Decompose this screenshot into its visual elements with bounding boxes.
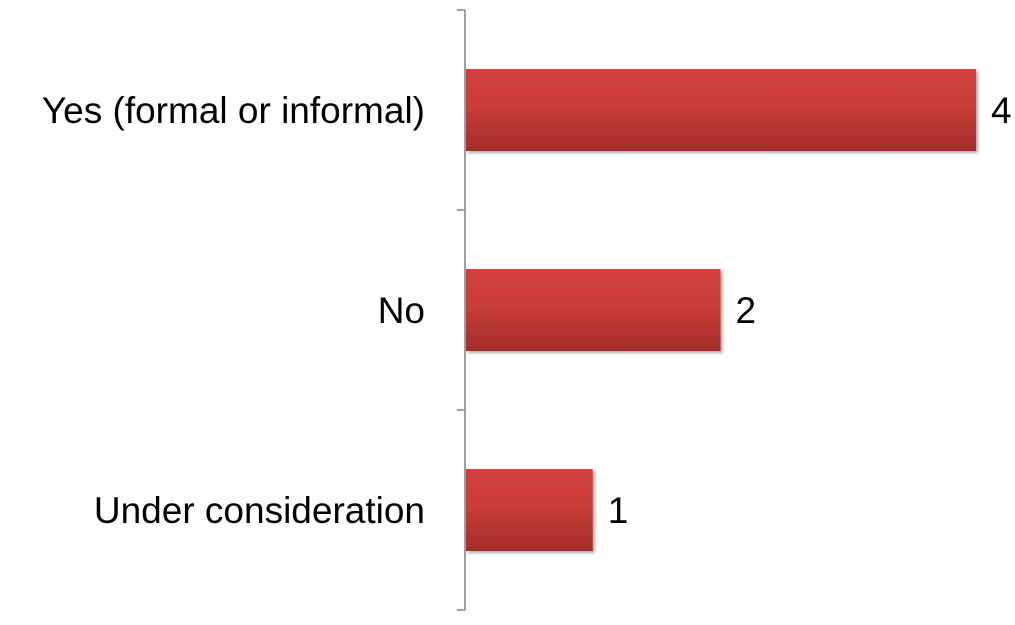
data-label: 2 — [736, 290, 757, 331]
category-label: Yes (formal or informal) — [42, 90, 425, 131]
labels: Yes (formal or informal) 4 No 2 Under consid… — [42, 90, 1012, 531]
bar — [466, 469, 593, 551]
category-label: No — [378, 290, 425, 331]
category-label: Under consideration — [94, 490, 425, 531]
data-label: 1 — [608, 490, 629, 531]
bar — [466, 269, 721, 351]
bars — [466, 69, 976, 551]
data-label: 4 — [991, 90, 1012, 131]
y-axis — [457, 9, 466, 611]
bar — [466, 69, 976, 151]
